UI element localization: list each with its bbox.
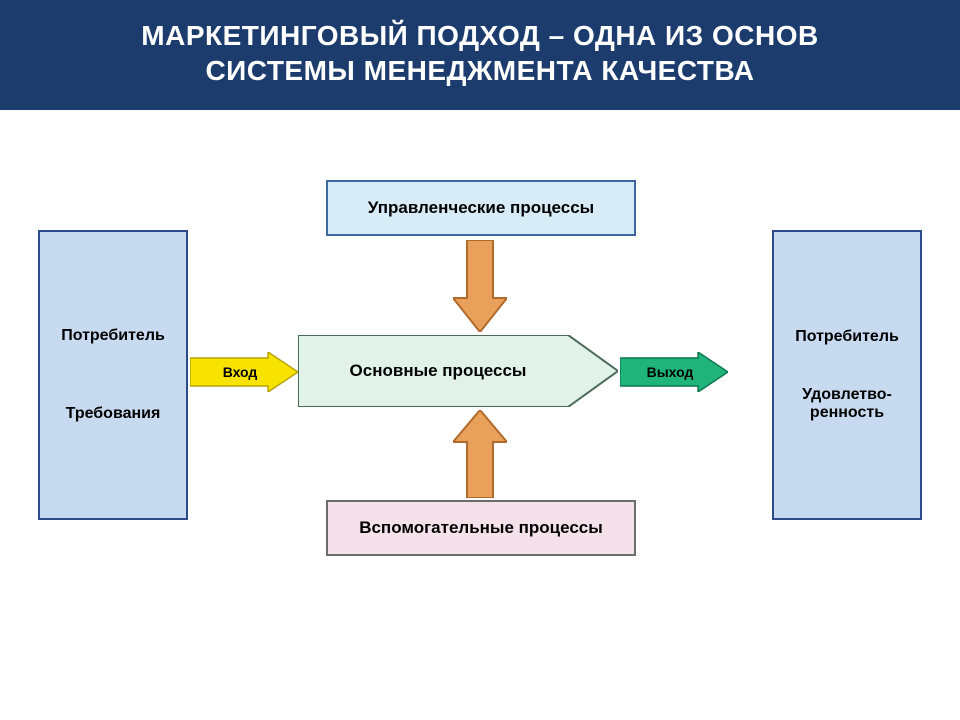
left-label-1: Потребитель <box>61 327 165 345</box>
arrow-up-shape <box>453 410 507 498</box>
output-arrow-label: Выход <box>647 364 702 380</box>
top-label: Управленческие процессы <box>368 198 594 218</box>
title-line-2: СИСТЕМЫ МЕНЕДЖМЕНТА КАЧЕСТВА <box>205 55 754 86</box>
title-line-1: МАРКЕТИНГОВЫЙ ПОДХОД – ОДНА ИЗ ОСНОВ <box>141 20 818 51</box>
right-label-1: Потребитель <box>795 328 899 346</box>
diagram-canvas: Потребитель Требования Потребитель Удовл… <box>0 110 960 710</box>
consumer-satisfaction-box: Потребитель Удовлетво- ренность <box>772 230 922 520</box>
core-processes-box: Основные процессы <box>298 335 618 407</box>
arrow-down-icon <box>453 240 507 332</box>
output-arrow: Выход <box>620 352 728 392</box>
consumer-requirements-box: Потребитель Требования <box>38 230 188 520</box>
bottom-label: Вспомогательные процессы <box>359 518 603 538</box>
left-label-2: Требования <box>66 405 161 423</box>
arrow-up-icon <box>453 410 507 498</box>
title-band: МАРКЕТИНГОВЫЙ ПОДХОД – ОДНА ИЗ ОСНОВ СИС… <box>0 0 960 110</box>
input-arrow: Вход <box>190 352 298 392</box>
support-processes-box: Вспомогательные процессы <box>326 500 636 556</box>
management-processes-box: Управленческие процессы <box>326 180 636 236</box>
right-label-2: Удовлетво- ренность <box>802 386 892 422</box>
input-arrow-label: Вход <box>223 364 266 380</box>
arrow-down-shape <box>453 240 507 332</box>
page-title: МАРКЕТИНГОВЫЙ ПОДХОД – ОДНА ИЗ ОСНОВ СИС… <box>20 18 940 88</box>
core-processes-label: Основные процессы <box>298 335 578 407</box>
